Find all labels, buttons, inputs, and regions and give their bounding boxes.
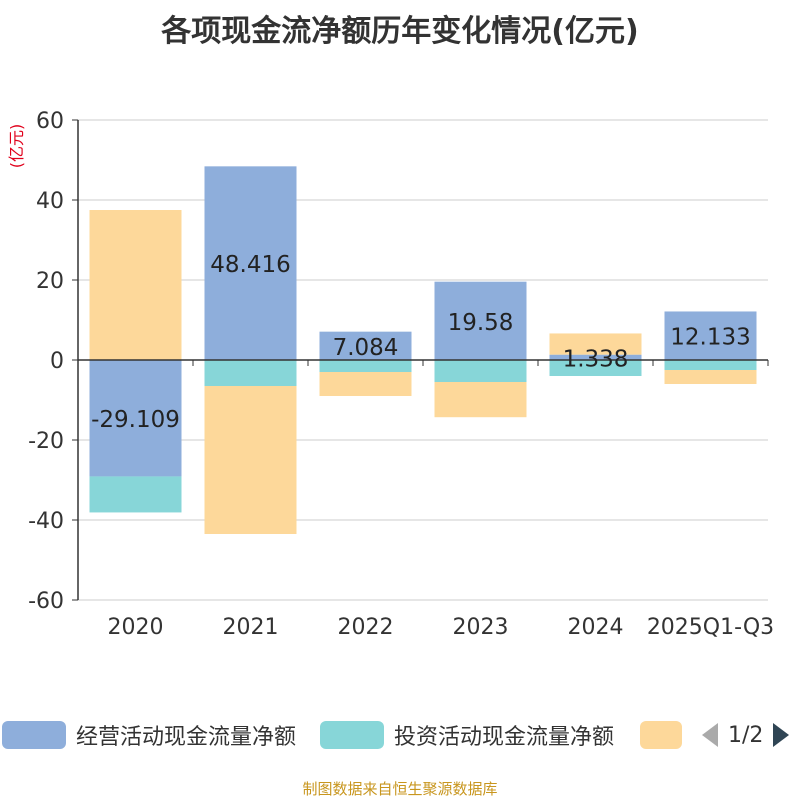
data-label: -29.109 xyxy=(91,407,180,433)
bars xyxy=(89,166,757,534)
bar-2-2025Q1-Q3 xyxy=(664,370,757,384)
y-tick-label: -20 xyxy=(28,429,64,454)
x-tick-label: 2021 xyxy=(223,615,279,640)
legend-page-indicator: 1/2 xyxy=(728,722,764,748)
next-page-icon[interactable] xyxy=(771,721,791,749)
y-tick-label: 60 xyxy=(36,109,64,134)
y-tick-label: 20 xyxy=(36,269,64,294)
data-label: 1.338 xyxy=(563,346,629,372)
bar-1-2020 xyxy=(89,476,182,513)
bar-1-2021 xyxy=(204,360,297,386)
legend-swatch-operating xyxy=(2,721,66,749)
gridlines xyxy=(78,119,768,601)
bar-0-2023 xyxy=(434,281,527,360)
bar-2-2021 xyxy=(204,386,297,534)
legend-label-operating: 经营活动现金流量净额 xyxy=(76,725,297,750)
y-axis-unit-label: (亿元) xyxy=(7,124,26,169)
y-tick-label: -40 xyxy=(28,509,64,534)
chart: 60 40 20 0 -20 -40 -60 2020 2021 2022 2023 2024 2025… xyxy=(7,109,774,640)
bar-0-2020 xyxy=(89,360,182,477)
x-tick-label: 2020 xyxy=(108,615,164,640)
bar-0-2025Q1-Q3 xyxy=(664,311,757,360)
bar-2-2024 xyxy=(549,333,642,355)
data-labels: -29.109 48.416 7.084 19.58 1.338 12.133 xyxy=(91,252,751,433)
legend-item-operating[interactable]: 经营活动现金流量净额 xyxy=(2,718,296,752)
chart-title: 各项现金流净额历年变化情况(亿元) xyxy=(161,14,639,49)
bar-0-2024 xyxy=(549,354,642,360)
bar-1-2025Q1-Q3 xyxy=(664,360,757,370)
data-label: 19.58 xyxy=(448,310,514,336)
data-label: 48.416 xyxy=(210,252,290,278)
legend-item-financing[interactable] xyxy=(640,718,692,752)
y-tick-label: 0 xyxy=(50,349,64,374)
data-label: 7.084 xyxy=(333,335,399,361)
axes: 60 40 20 0 -20 -40 -60 2020 2021 2022 2023 2024 2025… xyxy=(7,109,774,640)
y-tick-label: 40 xyxy=(36,189,64,214)
legend-swatch-financing xyxy=(640,721,682,749)
bar-2-2023 xyxy=(434,382,527,418)
data-label: 12.133 xyxy=(670,325,750,351)
legend-item-investing[interactable]: 投资活动现金流量净额 xyxy=(320,718,614,752)
x-tick-label: 2023 xyxy=(453,615,509,640)
x-tick-label: 2024 xyxy=(568,615,624,640)
legend-pager: 1/2 xyxy=(700,718,791,752)
x-tick-label: 2022 xyxy=(338,615,394,640)
bar-1-2022 xyxy=(319,360,412,372)
footer-source: 制图数据来自恒生聚源数据库 xyxy=(302,780,498,798)
bar-1-2023 xyxy=(434,360,527,382)
y-tick-label: -60 xyxy=(28,589,64,614)
bar-1-2024 xyxy=(549,360,642,376)
legend-label-investing: 投资活动现金流量净额 xyxy=(394,725,615,750)
x-tick-label: 2025Q1-Q3 xyxy=(647,615,774,640)
bar-2-2020 xyxy=(89,210,182,360)
bar-0-2021 xyxy=(204,166,297,360)
legend: 经营活动现金流量净额 投资活动现金流量净额 xyxy=(0,718,800,752)
prev-page-icon[interactable] xyxy=(700,721,720,749)
legend-swatch-investing xyxy=(320,721,384,749)
bar-0-2022 xyxy=(319,331,412,360)
bar-2-2022 xyxy=(319,372,412,396)
